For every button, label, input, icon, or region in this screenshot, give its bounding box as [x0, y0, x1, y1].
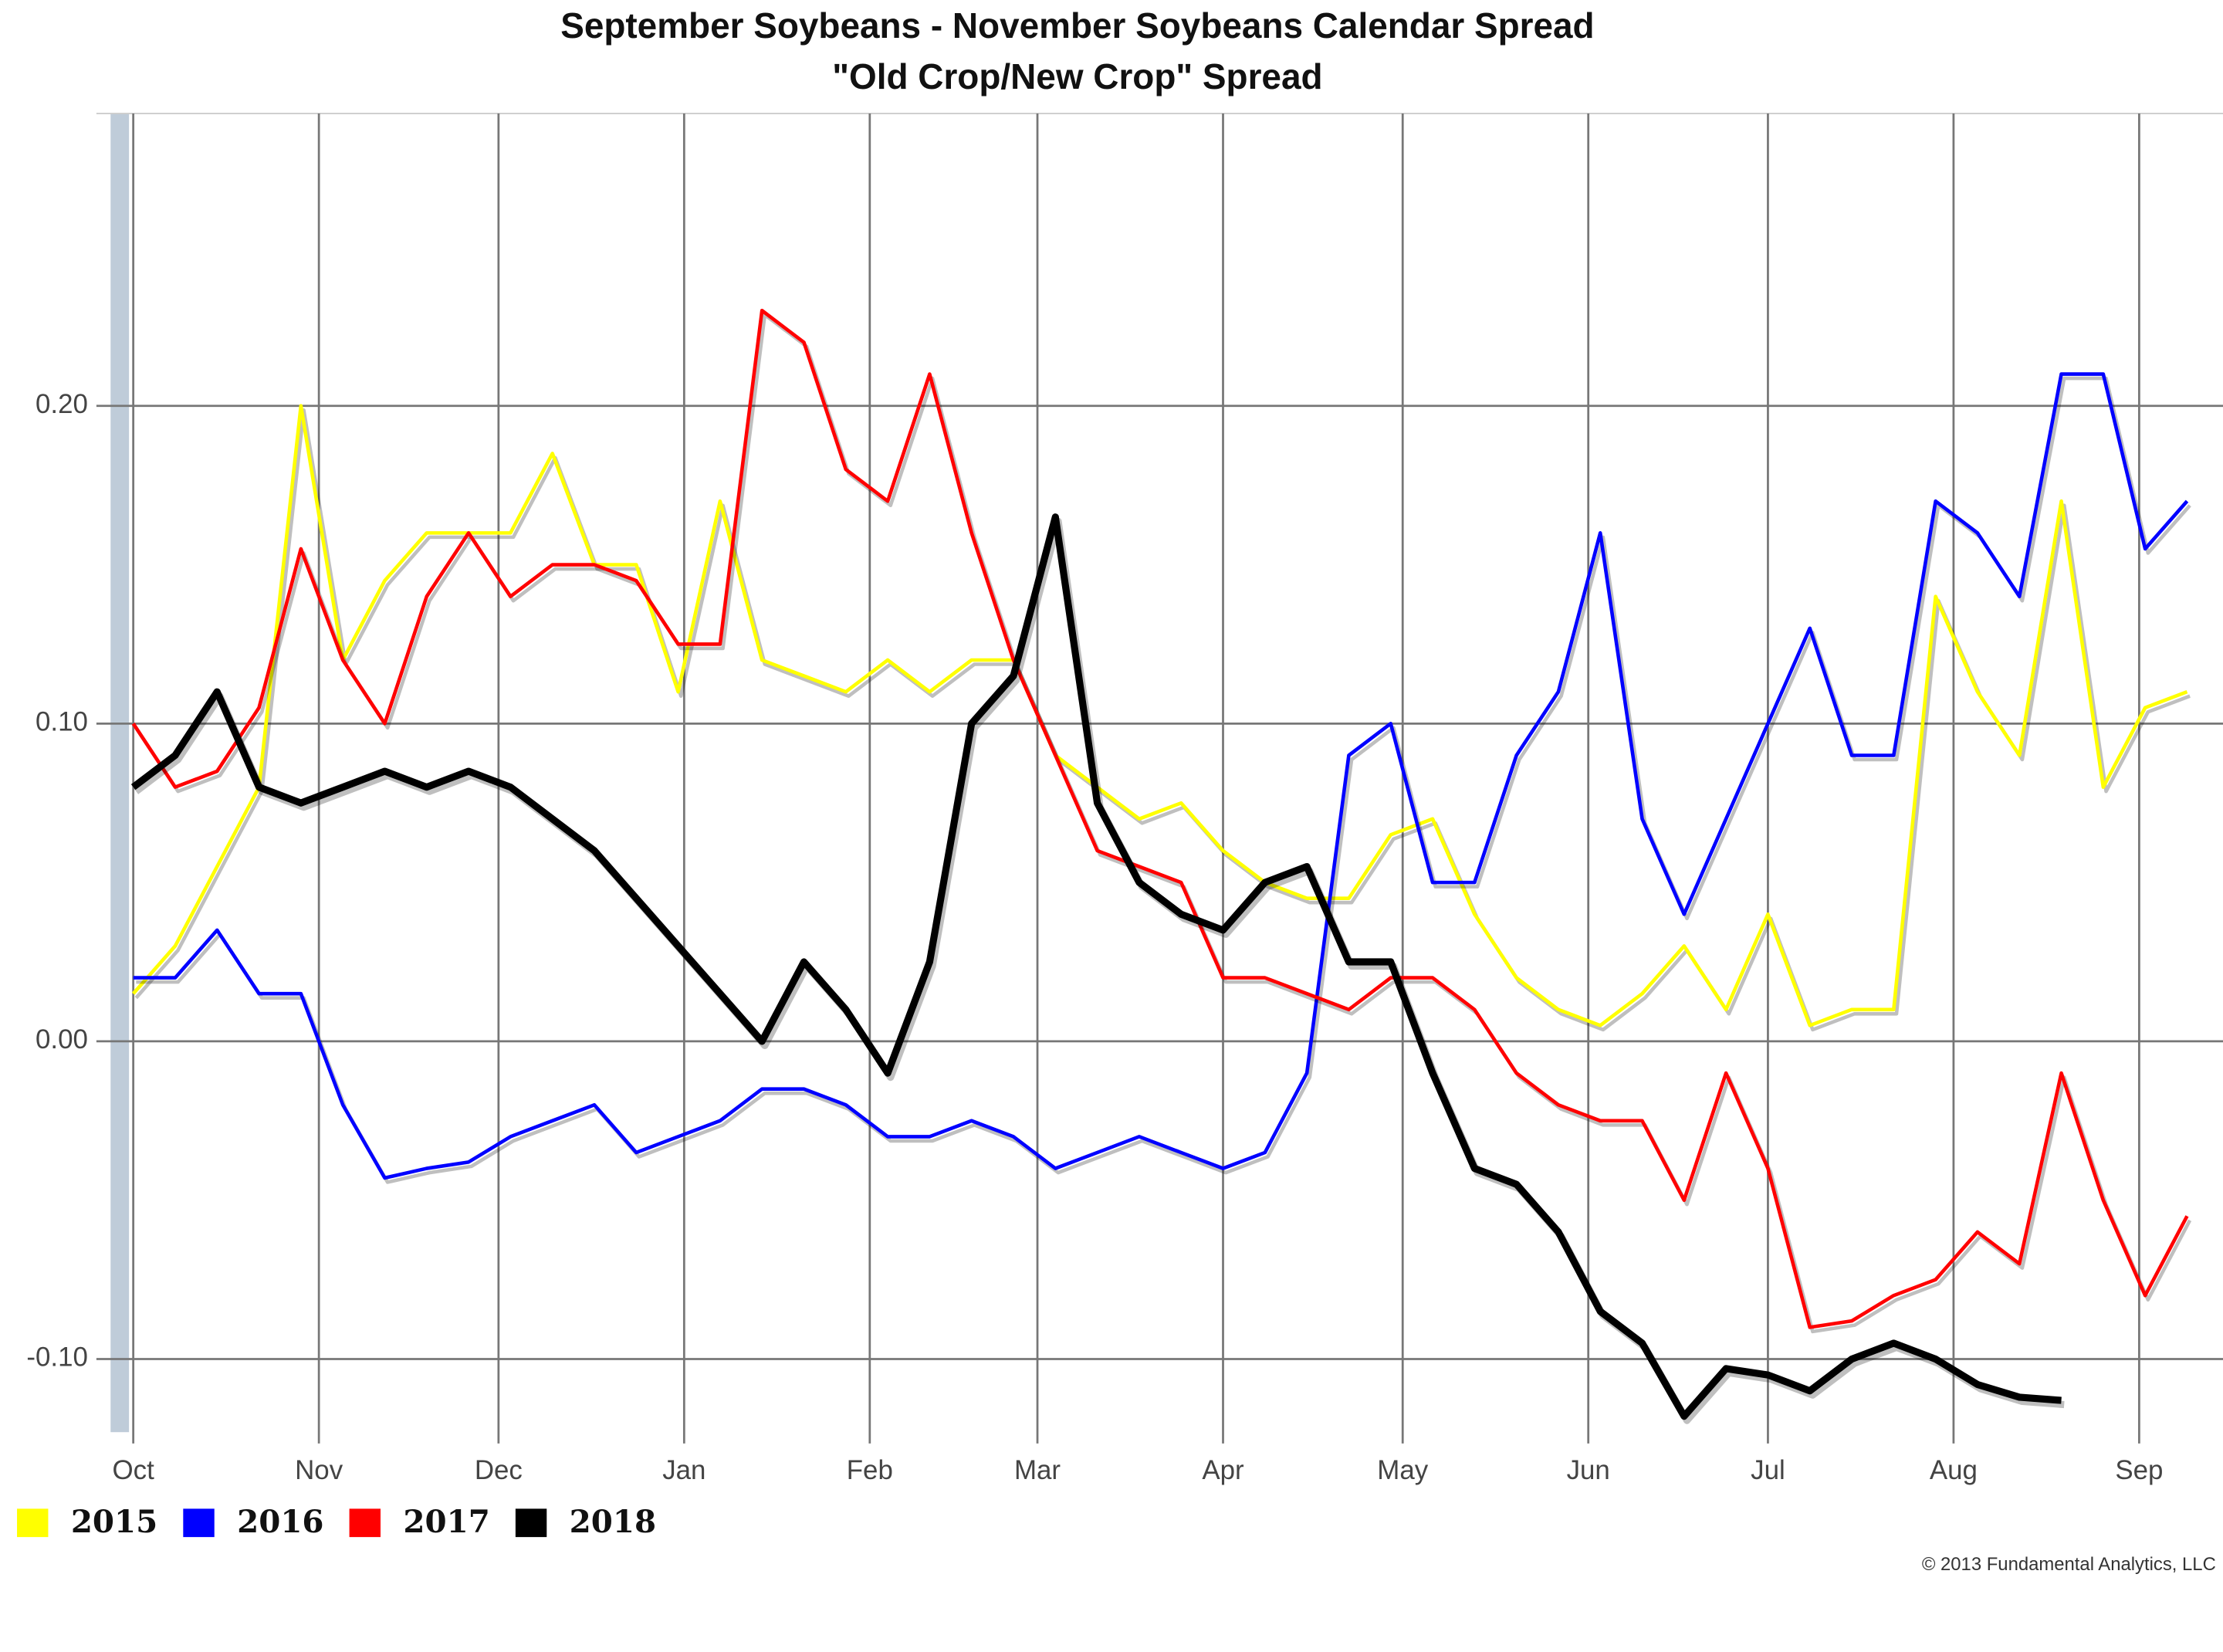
axis-band: [110, 113, 130, 1433]
legend-swatch: [183, 1508, 215, 1538]
chart-title: September Soybeans - November Soybeans C…: [560, 5, 1594, 46]
x-tick-label: Aug: [1930, 1455, 1978, 1485]
line-shadow: [134, 408, 2191, 1032]
legend-swatch: [515, 1508, 547, 1538]
chart-subtitle: "Old Crop/New Crop" Spread: [832, 56, 1322, 96]
x-tick-label: May: [1377, 1455, 1428, 1485]
legend-label: 2018: [570, 1503, 656, 1540]
legend-label: 2015: [71, 1503, 157, 1540]
credit: © 2013 Fundamental Analytics, LLC: [1922, 1554, 2216, 1575]
legend-label: 2017: [403, 1503, 489, 1540]
x-tick-label: Apr: [1202, 1455, 1244, 1485]
x-tick-label: Dec: [475, 1455, 523, 1485]
series-line: [130, 513, 2062, 1420]
x-tick-label: Mar: [1014, 1455, 1061, 1485]
y-tick-label: 0.00: [36, 1024, 88, 1055]
y-tick-label: -0.10: [26, 1342, 88, 1373]
legend-label: 2016: [237, 1503, 323, 1540]
legend-swatch: [17, 1508, 49, 1538]
x-tick-label: Nov: [295, 1455, 343, 1485]
series-line: [131, 404, 2188, 1027]
series-line: [133, 372, 2189, 1180]
x-tick-label: Jul: [1751, 1455, 1785, 1485]
x-tick-label: Oct: [113, 1455, 155, 1485]
x-tick-label: Sep: [2115, 1455, 2163, 1485]
legend-swatch: [349, 1508, 381, 1538]
series-line: [131, 308, 2189, 1329]
line-shadow: [134, 313, 2192, 1334]
y-tick-label: 0.20: [36, 389, 88, 419]
line-shadow: [134, 517, 2065, 1424]
x-tick-label: Jun: [1567, 1455, 1610, 1485]
y-tick-label: 0.10: [36, 707, 88, 737]
x-tick-label: Feb: [847, 1455, 893, 1485]
x-tick-label: Jan: [662, 1455, 705, 1485]
